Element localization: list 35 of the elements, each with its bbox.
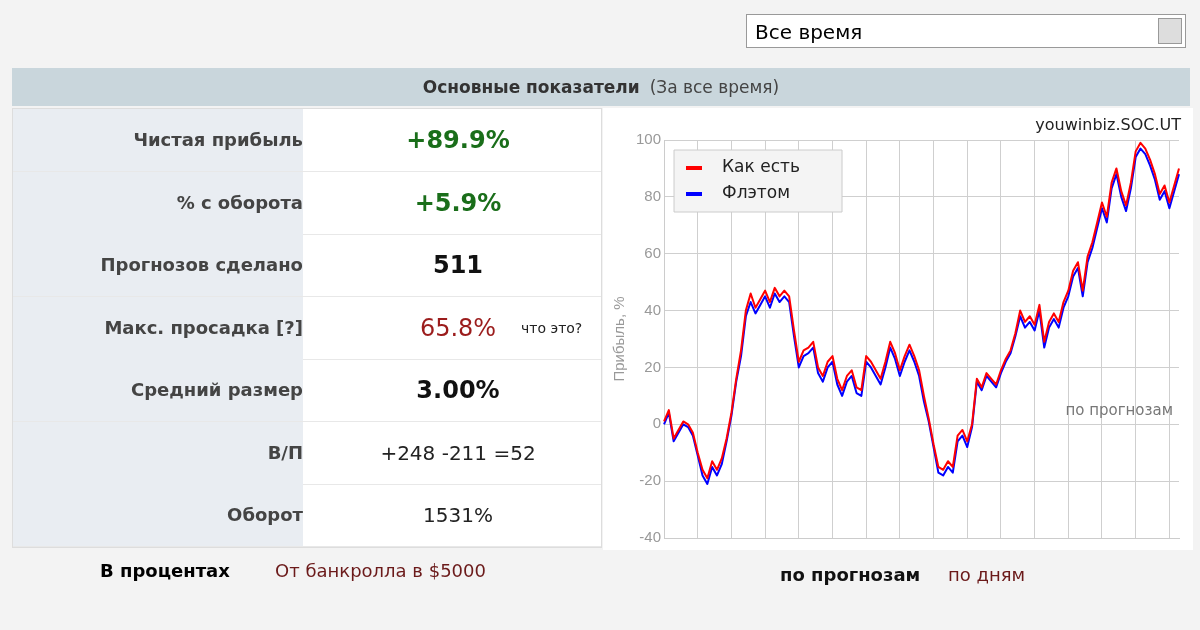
- text: +5.9%: [413, 187, 503, 219]
- text: 65.8%: [419, 313, 497, 342]
- y-tick-label: 80: [644, 187, 662, 204]
- text: От банкролла в $5000: [275, 560, 486, 581]
- text: 3.00%: [415, 375, 501, 406]
- text: что это?: [521, 318, 583, 338]
- text: Чистая прибыль: [13, 109, 303, 171]
- text: Все время: [746, 14, 1186, 48]
- y-tick-label: 0: [652, 414, 662, 432]
- legend-label: Флэтом: [722, 182, 790, 203]
- y-tick-label: -20: [639, 471, 662, 489]
- annotation: по прогнозам: [1065, 400, 1173, 419]
- text: (За все время): [649, 77, 780, 97]
- text: Основные показатели: [422, 77, 640, 97]
- text: по дням: [948, 564, 1026, 585]
- legend-label: Как есть: [722, 156, 800, 177]
- text: 1531%: [422, 502, 494, 529]
- text: +248 -211 =52: [379, 439, 537, 467]
- text: В процентах: [100, 560, 230, 581]
- chart-subtitle: youwinbiz.SOC.UT: [1035, 115, 1182, 135]
- y-tick-label: -40: [639, 528, 662, 546]
- text: Прогнозов сделано: [13, 234, 303, 296]
- text: Оборот: [13, 484, 303, 546]
- y-tick-label: 40: [644, 300, 662, 318]
- text: 511: [431, 250, 485, 281]
- text: по прогнозам: [780, 564, 921, 585]
- text: % с оборота: [13, 171, 303, 234]
- y-tick-label: 20: [644, 357, 662, 375]
- y-tick-label: 100: [636, 130, 662, 148]
- text: Макс. просадка [?]: [13, 296, 303, 359]
- y-tick-label: 60: [644, 243, 662, 261]
- text: +89.9%: [405, 125, 511, 156]
- y-axis-title: Прибыль, %: [610, 296, 628, 382]
- text: Средний размер: [13, 359, 303, 421]
- text: В/П: [13, 421, 303, 484]
